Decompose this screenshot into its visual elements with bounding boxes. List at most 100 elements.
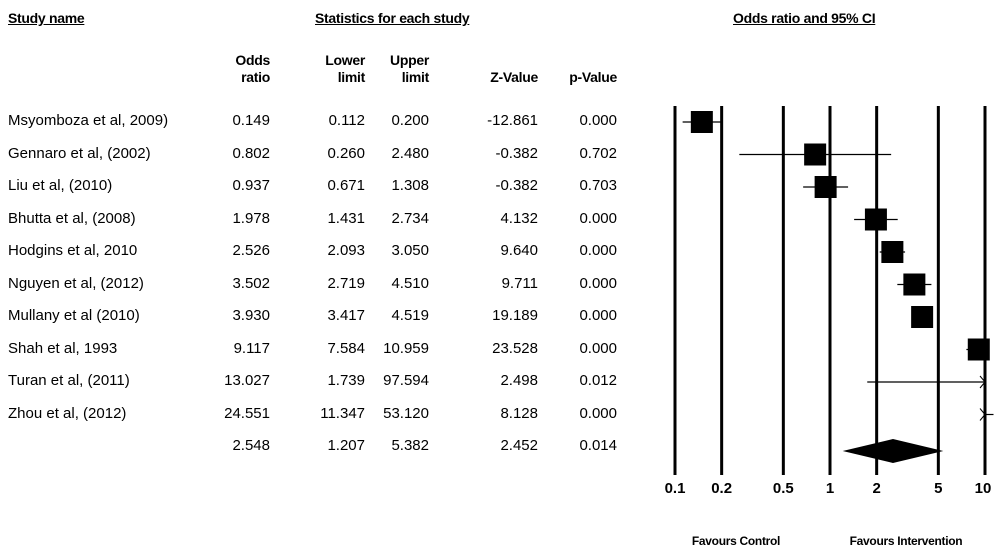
tick-label-5: 5: [934, 480, 942, 497]
cell-z: -0.382: [495, 144, 538, 162]
cell-or: 2.526: [232, 242, 270, 259]
favours-control-label: Favours Control: [692, 534, 780, 548]
cell-z: 2.452: [500, 437, 538, 454]
col-upper-limit: Upper limit: [371, 52, 429, 86]
cell-lower: 7.584: [327, 339, 365, 357]
cell-lower: 0.671: [327, 177, 365, 194]
col-lower-limit-line2: limit: [337, 69, 366, 85]
table-row: Turan et al, (2011) 13.027 1.739 97.594 2.49…: [0, 372, 640, 392]
plot-header: Odds ratio and 95% CI: [733, 10, 876, 26]
tick-label-0.2: 0.2: [711, 480, 732, 497]
cell-z: -12.861: [487, 112, 538, 129]
point-marker: [911, 306, 934, 328]
point-marker: [864, 208, 887, 231]
cell-z: 2.498: [500, 372, 538, 389]
cell-z: 4.132: [500, 209, 538, 227]
cell-lower: 11.347: [320, 404, 365, 422]
cell-p: 0.703: [579, 177, 617, 194]
tick-label-2: 2: [872, 480, 880, 497]
cell-or: 0.802: [232, 144, 270, 162]
study-name: Nguyen et al, (2012): [8, 274, 144, 292]
cell-z: 19.189: [492, 307, 538, 324]
cell-p: 0.000: [579, 209, 617, 227]
cell-or: 24.551: [224, 404, 270, 422]
table-row: Msyomboza et al, 2009) 0.149 0.112 0.200 -12…: [0, 112, 640, 132]
cell-p: 0.702: [579, 144, 617, 162]
cell-z: 23.528: [492, 339, 538, 357]
col-z-value: Z-Value: [490, 69, 538, 85]
col-lower-limit-line1: Lower: [325, 52, 365, 68]
table-row: Liu et al, (2010) 0.937 0.671 1.308 -0.382 0.…: [0, 177, 640, 197]
col-p-value: p-Value: [569, 69, 617, 85]
cell-upper: 4.519: [391, 307, 429, 324]
cell-p: 0.014: [579, 437, 617, 454]
cell-or: 3.502: [232, 274, 270, 292]
point-marker: [814, 176, 837, 198]
tick-label-10: 10: [975, 480, 992, 497]
cell-or: 2.548: [232, 437, 270, 454]
col-odds-ratio-line2: ratio: [241, 69, 270, 85]
cell-or: 0.937: [232, 177, 270, 194]
cell-p: 0.000: [579, 307, 617, 324]
cell-upper: 0.200: [391, 112, 429, 129]
cell-lower: 2.719: [327, 274, 365, 292]
cell-upper: 1.308: [391, 177, 429, 194]
cell-or: 13.027: [224, 372, 270, 389]
table-row: Mullany et al (2010) 3.930 3.417 4.519 19.18…: [0, 307, 640, 327]
cell-upper: 2.734: [391, 209, 429, 227]
col-lower-limit: Lower limit: [307, 52, 365, 86]
cell-p: 0.000: [579, 274, 617, 292]
ci-arrow: [979, 375, 986, 389]
ci-arrow: [979, 408, 986, 421]
cell-or: 0.149: [232, 112, 270, 129]
col-upper-limit-line1: Upper: [390, 52, 429, 68]
table-row: Zhou et al, (2012) 24.551 11.347 53.120 8.12…: [0, 405, 640, 425]
point-marker: [967, 338, 990, 361]
table-row: Shah et al, 1993 9.117 7.584 10.959 23.528 0.…: [0, 340, 640, 360]
summary-diamond: [842, 439, 944, 463]
cell-p: 0.000: [579, 404, 617, 422]
cell-upper: 4.510: [391, 274, 429, 292]
cell-upper: 10.959: [383, 339, 429, 357]
study-name: Liu et al, (2010): [8, 177, 113, 194]
cell-z: 9.711: [501, 274, 538, 292]
tick-label-0.1: 0.1: [665, 480, 686, 497]
study-name: Zhou et al, (2012): [8, 404, 127, 422]
cell-p: 0.000: [579, 242, 617, 259]
study-name: Msyomboza et al, 2009): [8, 112, 169, 129]
study-name: Shah et al, 1993: [8, 339, 118, 357]
col-odds-ratio-line1: Odds: [235, 52, 270, 68]
table-row: Bhutta et al, (2008) 1.978 1.431 2.734 4.132…: [0, 210, 640, 230]
cell-p: 0.012: [579, 372, 617, 389]
study-name-header: Study name: [8, 10, 85, 26]
cell-upper: 97.594: [383, 372, 429, 389]
cell-or: 9.117: [233, 339, 270, 357]
study-name: Mullany et al (2010): [8, 307, 140, 324]
tick-label-0.5: 0.5: [773, 480, 794, 497]
cell-upper: 53.120: [383, 404, 429, 422]
study-name: Hodgins et al, 2010: [8, 242, 138, 259]
cell-lower: 1.739: [327, 372, 365, 389]
col-upper-limit-line2: limit: [401, 69, 430, 85]
point-marker: [881, 241, 904, 263]
cell-z: 8.128: [500, 404, 538, 422]
cell-upper: 5.382: [391, 437, 429, 454]
study-name: Bhutta et al, (2008): [8, 209, 136, 227]
point-marker: [804, 143, 827, 166]
table-row: Hodgins et al, 2010 2.526 2.093 3.050 9.640 0…: [0, 242, 640, 262]
cell-z: -0.382: [495, 177, 538, 194]
study-name: Gennaro et al, (2002): [8, 144, 151, 162]
table-row: Nguyen et al, (2012) 3.502 2.719 4.510 9.711…: [0, 275, 640, 295]
study-name: Turan et al, (2011): [8, 372, 130, 389]
cell-upper: 3.050: [391, 242, 429, 259]
cell-p: 0.000: [579, 112, 617, 129]
point-marker: [903, 273, 926, 296]
cell-lower: 0.260: [327, 144, 365, 162]
cell-lower: 0.112: [328, 112, 365, 129]
cell-lower: 1.207: [327, 437, 365, 454]
cell-lower: 1.431: [327, 209, 365, 227]
table-row: Gennaro et al, (2002) 0.802 0.260 2.480 -0.3…: [0, 145, 640, 165]
cell-upper: 2.480: [391, 144, 429, 162]
cell-p: 0.000: [579, 339, 617, 357]
